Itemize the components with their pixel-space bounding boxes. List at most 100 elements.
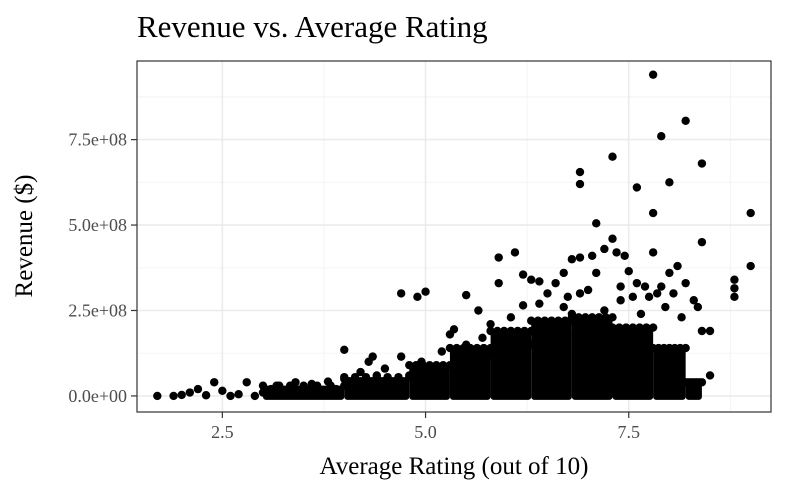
dense-band-segment [653,348,686,400]
data-point [681,116,690,126]
data-point [653,289,662,298]
data-point [461,290,471,300]
data-point [575,179,585,189]
data-point [348,381,357,390]
data-point [559,268,568,278]
data-point [559,302,568,312]
data-point [642,323,651,332]
data-point [394,372,403,382]
data-point [275,381,284,390]
data-point [581,313,590,322]
data-point [315,388,325,397]
data-point [388,378,398,387]
data-point [697,237,707,247]
dense-band-segment [531,320,572,400]
data-point [520,326,529,336]
data-point [535,277,544,286]
data-point [746,261,755,271]
x-axis-title: Average Rating (out of 10) [320,453,589,480]
x-axis: 2.5 5.0 7.5 [211,412,640,442]
panel-border [136,60,772,413]
data-point [665,178,674,187]
data-point [693,302,703,312]
data-point [513,326,522,336]
data-point [594,313,604,322]
dense-band-segment [612,327,654,400]
data-point [437,347,447,356]
data-point [405,360,414,370]
data-point [616,282,625,291]
data-point [405,371,414,380]
data-point [661,302,670,312]
data-point [472,343,482,353]
y-tick-label: 2.5e+08 [68,300,127,320]
dense-band-segment [571,317,613,400]
data-point [493,326,502,336]
data-point [494,278,503,288]
data-point [368,352,377,361]
data-point [234,390,243,399]
data-point [185,388,195,397]
data-point [486,319,495,329]
data-point [648,70,658,79]
data-point [587,313,597,322]
data-point [413,292,422,302]
data-point [635,323,644,332]
data-point [574,313,583,322]
data-point [453,354,463,363]
data-point [242,378,251,387]
data-point [506,313,516,322]
data-point [563,292,572,302]
dense-band-segment [685,382,702,400]
data-point [689,296,698,305]
data-point [283,390,292,399]
data-point [583,285,593,295]
data-point [429,364,438,373]
data-point [554,316,563,325]
dense-point-band [258,313,707,400]
data-point [657,131,666,141]
data-point [445,343,455,353]
data-point [567,255,577,264]
data-point [518,301,528,310]
data-point [705,371,715,380]
data-point [632,278,642,288]
data-point [510,248,520,257]
data-point [445,360,455,370]
data-point [608,323,617,332]
data-point [571,330,581,339]
data-point [299,383,308,392]
data-point [518,270,528,279]
data-point [452,343,461,353]
data-point [632,183,642,192]
data-point [669,289,678,298]
data-point [291,378,300,387]
data-point [356,367,365,377]
data-point [361,372,371,382]
data-point [616,296,625,305]
chart-title: Revenue vs. Average Rating [137,9,488,44]
data-point [657,282,666,291]
y-tick-label: 5.0e+08 [68,215,127,235]
data-point [502,330,512,339]
data-point [510,359,520,368]
x-tick-label: 5.0 [414,422,437,442]
data-point [372,371,381,380]
data-point [705,326,715,336]
data-point [551,278,560,288]
data-point [600,306,609,315]
y-axis-title: Revenue ($) [11,175,38,298]
data-point [540,316,549,325]
dense-band-segment [262,385,345,400]
data-point [396,289,406,298]
data-point [210,378,219,387]
data-point [665,268,674,278]
data-point [620,251,629,261]
data-point [746,208,755,218]
data-point [527,275,536,284]
data-point [177,390,186,400]
data-points [153,70,755,401]
x-tick-label: 7.5 [618,422,641,442]
data-point [486,326,495,336]
data-point [193,384,203,394]
